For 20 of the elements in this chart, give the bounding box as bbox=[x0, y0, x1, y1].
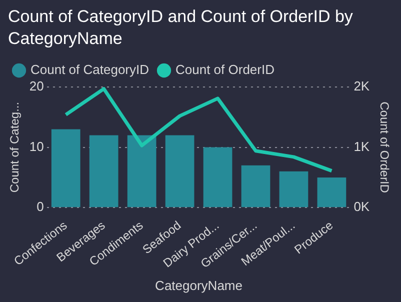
y2-tick-label: 2K bbox=[354, 78, 370, 94]
legend-label: Count of OrderID bbox=[176, 62, 275, 78]
y2-tick-label: 0K bbox=[354, 199, 370, 214]
y-tick-label: 10 bbox=[29, 138, 44, 154]
y2-tick-label: 1K bbox=[354, 138, 370, 154]
y2-axis-title: Count of OrderID bbox=[377, 102, 392, 194]
bar bbox=[279, 171, 308, 208]
bar bbox=[89, 135, 118, 208]
bar bbox=[203, 147, 232, 208]
chart-title: Count of CategoryID and Count of OrderID by CategoryName bbox=[8, 6, 354, 50]
legend-label: Count of CategoryID bbox=[30, 62, 150, 78]
bar bbox=[127, 135, 156, 208]
x-axis-title: CategoryName bbox=[155, 278, 242, 293]
y-tick-label: 0 bbox=[36, 199, 44, 214]
bar bbox=[241, 165, 270, 208]
bar bbox=[317, 177, 346, 208]
y-axis-title: Count of Categ... bbox=[8, 102, 22, 193]
bar bbox=[51, 129, 80, 208]
bar bbox=[165, 135, 194, 208]
y-tick-label: 20 bbox=[29, 78, 44, 94]
